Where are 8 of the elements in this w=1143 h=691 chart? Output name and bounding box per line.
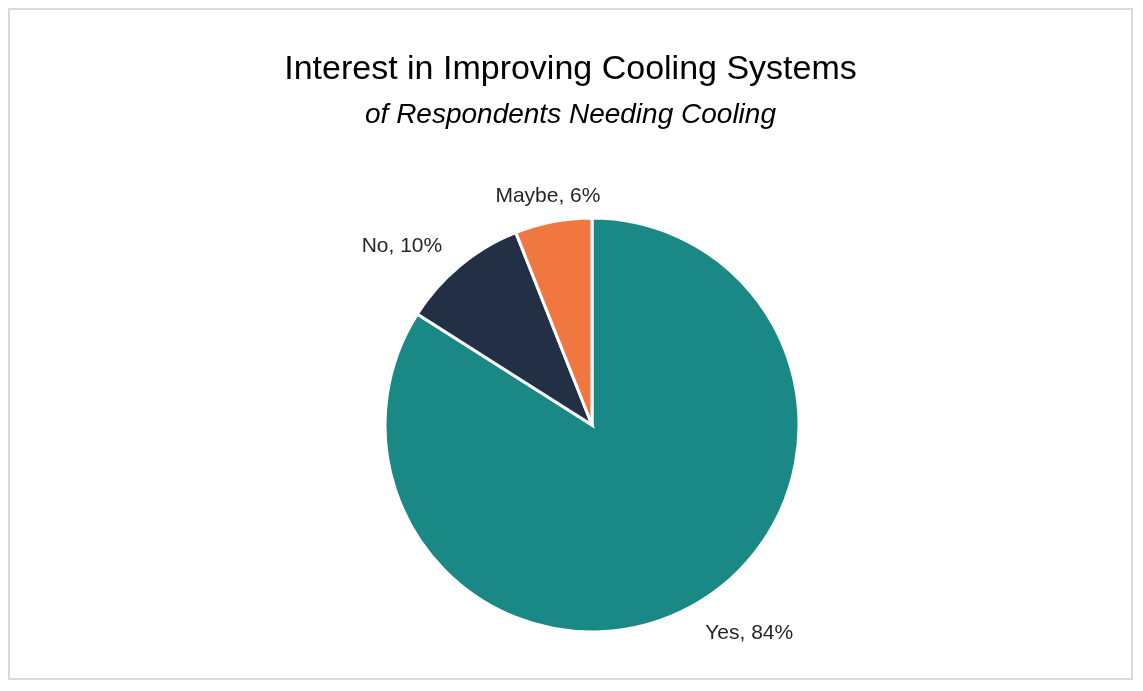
chart-subtitle: of Respondents Needing Cooling [364, 98, 777, 130]
slice-label: Maybe [495, 182, 559, 206]
slice-label: Yes [705, 619, 740, 643]
slice-label: No [361, 232, 389, 256]
data-label: , 84% [739, 619, 794, 643]
data-label: , 10% [388, 232, 443, 256]
chart-title: Interest in Improving Cooling Systems [283, 48, 858, 87]
data-label: , 6% [558, 182, 601, 206]
